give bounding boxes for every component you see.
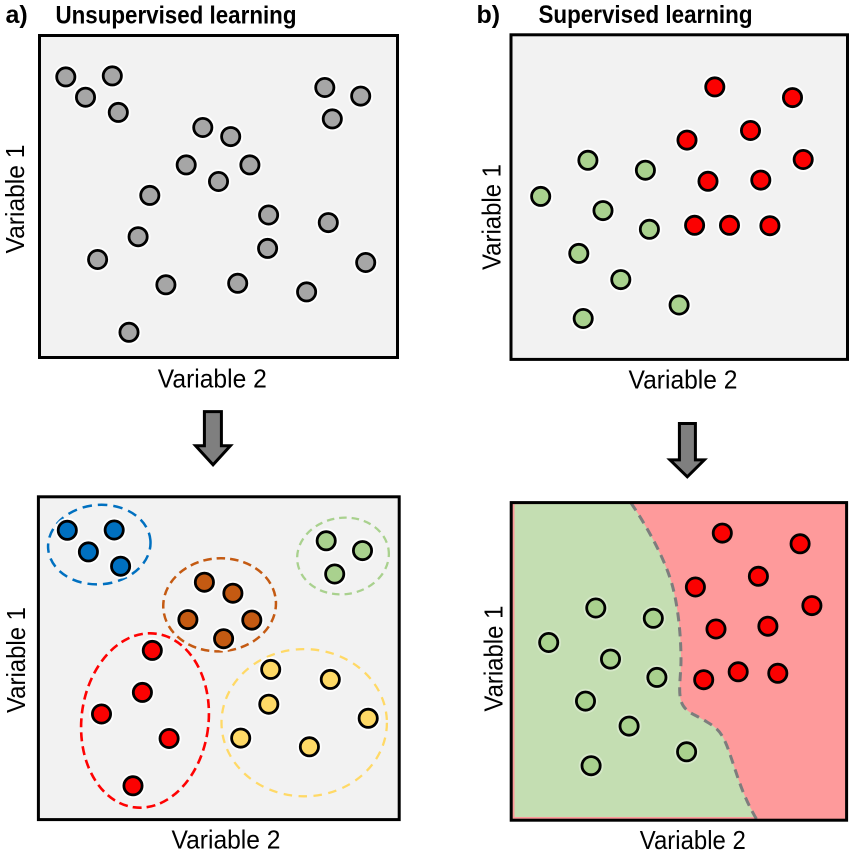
svg-text:a): a) [6, 1, 28, 29]
svg-text:b): b) [477, 1, 501, 29]
svg-text:Supervised learning: Supervised learning [539, 1, 753, 29]
svg-text:Variable 2: Variable 2 [172, 824, 281, 854]
svg-text:Variable 1: Variable 1 [479, 606, 509, 712]
svg-text:Unsupervised learning: Unsupervised learning [56, 1, 297, 29]
svg-text:Variable 2: Variable 2 [158, 363, 267, 393]
svg-text:Variable 1: Variable 1 [1, 607, 31, 713]
svg-text:Variable 1: Variable 1 [477, 164, 507, 270]
svg-text:Variable 1: Variable 1 [0, 145, 30, 254]
svg-text:Variable 2: Variable 2 [629, 365, 738, 395]
svg-text:Variable 2: Variable 2 [640, 825, 746, 855]
